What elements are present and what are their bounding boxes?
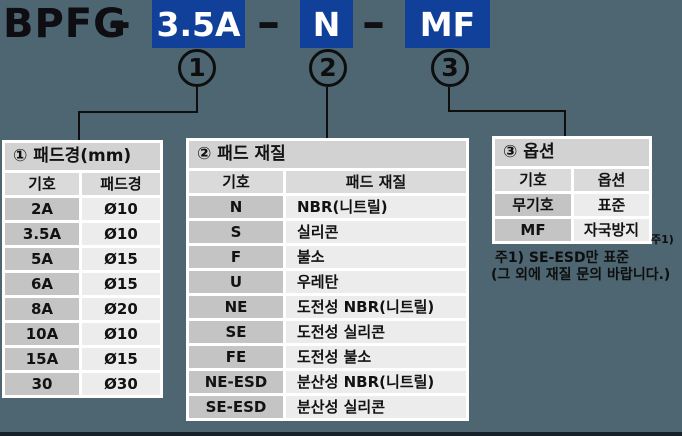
value-cell: Ø30 — [82, 373, 160, 395]
symbol-cell: 6A — [5, 273, 79, 295]
symbol-cell: FE — [189, 346, 283, 368]
value-cell: Ø10 — [82, 223, 160, 245]
column-header: 패드 재질 — [286, 171, 466, 193]
value-cell: 도전성 실리콘 — [286, 321, 466, 343]
symbol-cell: F — [189, 246, 283, 268]
value-cell: 실리콘 — [286, 221, 466, 243]
option-table: ③ 옵션 기호 옵션 무기호 표준 MF 자국방지 — [492, 136, 652, 244]
connector-line-1 — [196, 87, 198, 113]
code-segment-option: MF — [405, 0, 490, 48]
value-cell: 자국방지 — [574, 219, 649, 241]
symbol-cell: MF — [495, 219, 571, 241]
footnote-marker: 주1) — [651, 233, 674, 246]
symbol-cell: 3.5A — [5, 223, 79, 245]
value-cell: 도전성 불소 — [286, 346, 466, 368]
table-row: 무기호 표준 — [495, 194, 649, 216]
code-separator: – — [362, 0, 385, 49]
symbol-cell: 2A — [5, 198, 79, 220]
table-row: NE-ESD 분산성 NBR(니트릴) — [189, 371, 466, 393]
table-row: 6A Ø15 — [5, 273, 160, 295]
symbol-cell: 8A — [5, 298, 79, 320]
symbol-cell: S — [189, 221, 283, 243]
table-body: 무기호 표준 MF 자국방지 — [495, 194, 649, 241]
table-body: 2A Ø10 3.5A Ø10 5A Ø15 6A Ø15 8A Ø20 10A Ø10 15A Ø15 3… — [5, 198, 160, 395]
table-row: MF 자국방지 — [495, 219, 649, 241]
code-separator: – — [108, 0, 131, 49]
symbol-cell: U — [189, 271, 283, 293]
symbol-cell: NE — [189, 296, 283, 318]
value-cell: 도전성 NBR(니트릴) — [286, 296, 466, 318]
footnote-line-2: (그 외에 재질 문의 바랍니다.) — [491, 267, 671, 283]
column-header: 패드경 — [82, 173, 160, 195]
column-header: 옵션 — [574, 169, 649, 191]
value-cell: 우레탄 — [286, 271, 466, 293]
table-row: 10A Ø10 — [5, 323, 160, 345]
callout-circle-1: 1 — [178, 49, 216, 87]
value-cell: 불소 — [286, 246, 466, 268]
table-row: 8A Ø20 — [5, 298, 160, 320]
symbol-cell: N — [189, 196, 283, 218]
pad-material-table: ② 패드 재질 기호 패드 재질 N NBR(니트릴) S 실리콘 F 불소 U 우레탄 NE 도… — [186, 138, 469, 421]
symbol-cell: 15A — [5, 348, 79, 370]
pad-diameter-table: ① 패드경(mm) 기호 패드경 2A Ø10 3.5A Ø10 5A Ø15 6A Ø15 8… — [2, 140, 163, 398]
value-cell: NBR(니트릴) — [286, 196, 466, 218]
value-cell: Ø15 — [82, 248, 160, 270]
value-cell: Ø20 — [82, 298, 160, 320]
callout-circle-3: 3 — [431, 49, 469, 87]
table-row: SE 도전성 실리콘 — [189, 321, 466, 343]
table-header-row: 기호 옵션 — [495, 169, 649, 191]
value-cell: 분산성 NBR(니트릴) — [286, 371, 466, 393]
table-row: FE 도전성 불소 — [189, 346, 466, 368]
connector-line-1 — [78, 111, 198, 113]
table-row: 15A Ø15 — [5, 348, 160, 370]
table-title: ② 패드 재질 — [189, 141, 466, 168]
model-code-prefix: BPFG — [3, 1, 127, 47]
symbol-cell: SE — [189, 321, 283, 343]
bottom-edge-band — [0, 432, 682, 436]
code-segment-pad-material: N — [300, 0, 353, 48]
column-header: 기호 — [495, 169, 571, 191]
table-row: 30 Ø30 — [5, 373, 160, 395]
column-header: 기호 — [189, 171, 283, 193]
table-header-row: 기호 패드경 — [5, 173, 160, 195]
value-cell: Ø15 — [82, 273, 160, 295]
symbol-cell: 30 — [5, 373, 79, 395]
value-cell: Ø10 — [82, 323, 160, 345]
symbol-cell: 무기호 — [495, 194, 571, 216]
table-row: N NBR(니트릴) — [189, 196, 466, 218]
code-separator: – — [257, 0, 280, 49]
table-body: N NBR(니트릴) S 실리콘 F 불소 U 우레탄 NE 도전성 NBR(니트릴) SE 도전성 … — [189, 196, 466, 418]
value-cell: Ø10 — [82, 198, 160, 220]
connector-line-1 — [78, 111, 80, 141]
symbol-cell: 5A — [5, 248, 79, 270]
connector-line-3 — [448, 87, 450, 112]
symbol-cell: 10A — [5, 323, 79, 345]
symbol-cell: SE-ESD — [189, 396, 283, 418]
table-row: SE-ESD 분산성 실리콘 — [189, 396, 466, 418]
table-row: 5A Ø15 — [5, 248, 160, 270]
connector-line-3 — [448, 110, 566, 112]
value-cell: 분산성 실리콘 — [286, 396, 466, 418]
table-row: U 우레탄 — [189, 271, 466, 293]
symbol-cell: NE-ESD — [189, 371, 283, 393]
column-header: 기호 — [5, 173, 79, 195]
table-row: S 실리콘 — [189, 221, 466, 243]
table-row: F 불소 — [189, 246, 466, 268]
footnote-line-1: 주1) SE-ESD만 표준 — [495, 250, 630, 266]
table-row: 3.5A Ø10 — [5, 223, 160, 245]
connector-line-2 — [326, 87, 328, 141]
callout-circle-2: 2 — [309, 49, 347, 87]
table-row: NE 도전성 NBR(니트릴) — [189, 296, 466, 318]
table-row: 2A Ø10 — [5, 198, 160, 220]
value-cell: Ø15 — [82, 348, 160, 370]
connector-line-3 — [564, 110, 566, 141]
table-title: ① 패드경(mm) — [5, 143, 160, 170]
table-header-row: 기호 패드 재질 — [189, 171, 466, 193]
code-segment-pad-diameter: 3.5A — [152, 0, 245, 48]
table-title: ③ 옵션 — [495, 139, 649, 166]
value-cell: 표준 — [574, 194, 649, 216]
